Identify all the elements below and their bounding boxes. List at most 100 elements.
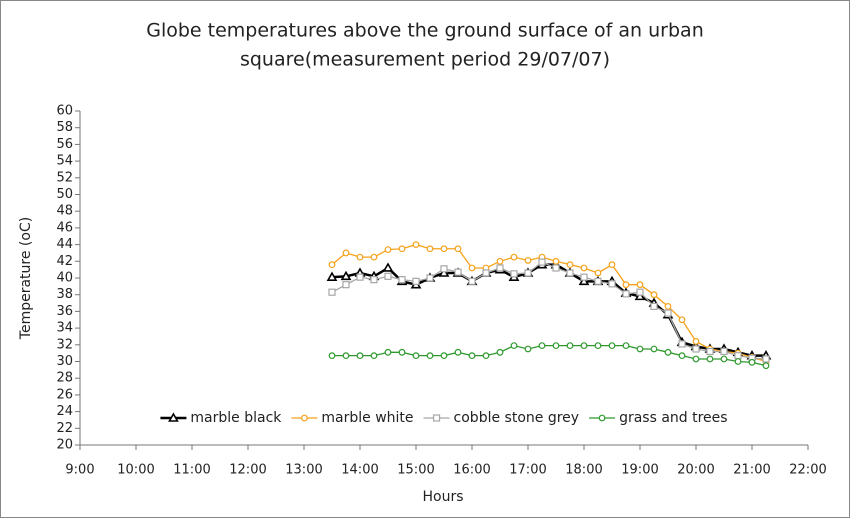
- marker: [440, 245, 448, 253]
- marker: [664, 302, 672, 310]
- marker: [510, 342, 518, 350]
- y-tick-label: 40: [56, 271, 73, 286]
- marker: [384, 272, 392, 280]
- marker: [678, 316, 686, 324]
- y-tick-label: 46: [56, 220, 73, 235]
- legend-marker: [432, 414, 441, 422]
- y-tick-label: 30: [56, 354, 73, 369]
- x-tick-label: 20:00: [677, 463, 714, 478]
- x-tick-label: 13:00: [285, 463, 322, 478]
- marker: [706, 355, 714, 363]
- marker: [762, 355, 770, 363]
- y-tick-label: 38: [56, 287, 73, 302]
- marker: [524, 269, 532, 277]
- marker: [370, 276, 378, 284]
- marker: [454, 268, 462, 276]
- y-tick-label: 44: [56, 237, 73, 252]
- marker: [454, 245, 462, 253]
- x-tick-label: 10:00: [117, 463, 154, 478]
- marker: [398, 276, 406, 284]
- y-tick-label: 60: [56, 104, 73, 119]
- marker: [552, 264, 560, 272]
- marker: [412, 277, 420, 285]
- marker: [538, 342, 546, 350]
- y-tick-label: 32: [56, 337, 73, 352]
- marker: [566, 261, 574, 269]
- marker: [356, 253, 364, 261]
- marker: [510, 270, 518, 278]
- marker: [370, 253, 378, 261]
- marker: [650, 302, 658, 310]
- marker: [650, 291, 658, 299]
- x-tick-label: 17:00: [509, 463, 546, 478]
- marker: [342, 281, 350, 289]
- x-tick-label: 22:00: [789, 463, 826, 478]
- legend: marble black marble white cobble stone gre…: [160, 410, 728, 426]
- marker: [438, 267, 450, 277]
- marker: [454, 348, 462, 356]
- marker: [706, 347, 714, 356]
- marker: [496, 257, 504, 265]
- marker: [566, 342, 574, 350]
- marker: [608, 280, 616, 288]
- marker: [692, 338, 700, 345]
- y-tick-label: 34: [56, 321, 73, 336]
- marker: [356, 352, 364, 360]
- marker: [398, 348, 406, 356]
- marker: [734, 358, 742, 365]
- y-tick-label: 24: [56, 404, 73, 419]
- marker: [636, 288, 644, 296]
- y-tick-label: 22: [56, 421, 73, 436]
- marker: [482, 269, 490, 277]
- y-tick-label: 56: [56, 137, 73, 152]
- marker: [748, 358, 756, 366]
- y-tick-label: 36: [56, 304, 73, 319]
- marker: [468, 277, 476, 285]
- legend-label: marble black: [190, 410, 282, 426]
- legend-label: marble white: [321, 410, 413, 426]
- marker: [340, 270, 352, 281]
- marker: [664, 309, 672, 317]
- marker: [650, 345, 658, 353]
- marker: [496, 348, 504, 356]
- x-tick-label: 9:00: [65, 463, 94, 478]
- marker: [468, 264, 476, 272]
- legend-label: grass and trees: [619, 410, 728, 426]
- marker: [356, 273, 364, 281]
- marker: [720, 347, 728, 356]
- marker: [328, 352, 336, 360]
- marker: [538, 258, 546, 266]
- marker: [384, 348, 392, 356]
- y-tick-label: 20: [56, 438, 73, 453]
- y-tick-label: 28: [56, 371, 73, 386]
- marker: [622, 342, 630, 350]
- marker: [608, 342, 616, 350]
- legend-marker: [301, 414, 308, 422]
- marker: [524, 345, 532, 353]
- marker: [384, 246, 392, 254]
- marker: [398, 245, 406, 253]
- marker: [326, 271, 338, 281]
- marker: [622, 281, 630, 289]
- marker: [328, 261, 336, 269]
- marker: [578, 275, 590, 286]
- marker: [468, 352, 476, 360]
- marker: [594, 277, 602, 285]
- marker: [524, 257, 532, 264]
- marker: [594, 269, 602, 277]
- marker: [664, 348, 672, 356]
- chart-title: Globe temperatures above the ground surf…: [146, 20, 704, 42]
- marker: [634, 290, 646, 301]
- marker: [382, 262, 394, 272]
- legend-marker: [168, 412, 179, 422]
- legend-marker: [598, 414, 606, 422]
- y-axis-title: Temperature (oC): [18, 217, 34, 340]
- y-tick-label: 42: [56, 254, 73, 269]
- y-tick-label: 54: [56, 154, 73, 169]
- y-tick-label: 26: [56, 387, 73, 402]
- marker: [328, 288, 336, 296]
- marker: [412, 352, 420, 360]
- marker: [496, 264, 504, 272]
